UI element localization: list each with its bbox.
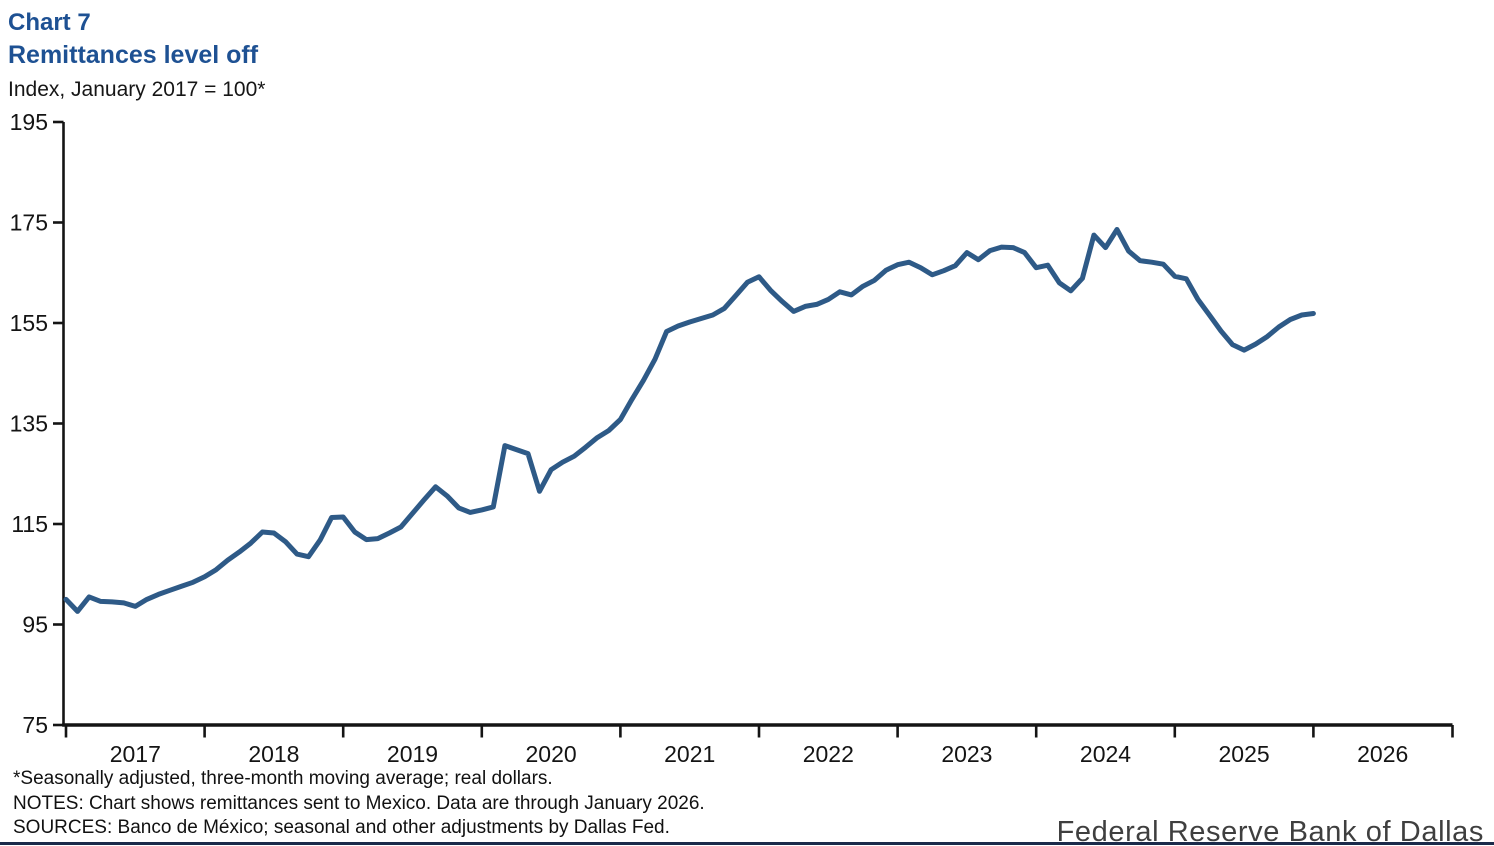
x-year-label: 2024 bbox=[1080, 741, 1131, 767]
footer-bar bbox=[0, 842, 1494, 845]
x-year-label: 2021 bbox=[664, 741, 715, 767]
y-tick-label: 115 bbox=[11, 511, 48, 537]
x-year-label: 2019 bbox=[387, 741, 438, 767]
x-year-label: 2017 bbox=[110, 741, 161, 767]
footnote-sources: SOURCES: Banco de México; seasonal and o… bbox=[13, 817, 670, 838]
chart-title: Remittances level off bbox=[8, 41, 259, 69]
y-tick-label: 195 bbox=[10, 109, 48, 135]
y-tick-label: 175 bbox=[10, 210, 48, 236]
y-tick-label: 155 bbox=[10, 310, 48, 336]
x-year-label: 2020 bbox=[526, 741, 577, 767]
x-year-label: 2022 bbox=[803, 741, 854, 767]
chart-number-label: Chart 7 bbox=[8, 9, 91, 36]
x-year-label: 2026 bbox=[1357, 741, 1408, 767]
footnotes-block: *Seasonally adjusted, three-month moving… bbox=[13, 767, 705, 841]
y-tick-label: 135 bbox=[10, 411, 48, 437]
x-year-label: 2018 bbox=[248, 741, 299, 767]
federal-reserve-bank-of-dallas-wordmark: Federal Reserve Bank of Dallas bbox=[1056, 816, 1484, 846]
y-axis-units-label: Index, January 2017 = 100* bbox=[8, 78, 266, 101]
x-year-label: 2023 bbox=[941, 741, 992, 767]
y-tick-label: 95 bbox=[22, 612, 48, 638]
footnote-seasonal: *Seasonally adjusted, three-month moving… bbox=[13, 768, 553, 789]
footnote-notes: NOTES: Chart shows remittances sent to M… bbox=[13, 792, 705, 814]
y-tick-label: 75 bbox=[22, 712, 48, 738]
remittances-series-line bbox=[63, 227, 1316, 614]
x-year-label: 2025 bbox=[1219, 741, 1270, 767]
